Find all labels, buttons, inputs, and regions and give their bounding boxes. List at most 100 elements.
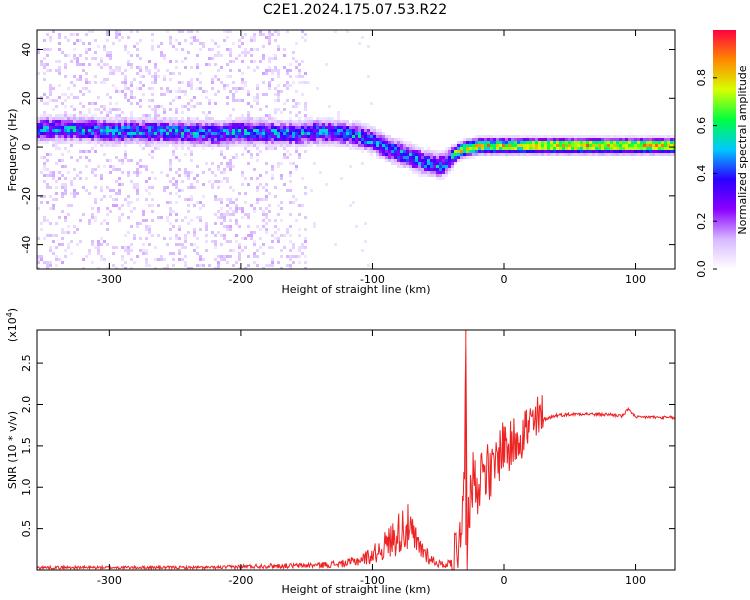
spectrogram-cell	[115, 114, 118, 117]
spectrogram-cell	[139, 249, 142, 252]
spectrogram-cell	[223, 132, 226, 135]
spectrogram-cell	[73, 135, 76, 138]
spectrogram-cell	[616, 147, 619, 150]
spectrogram-cell	[127, 171, 130, 174]
spectrogram-cell	[220, 255, 223, 258]
spectrogram-cell	[616, 153, 619, 156]
spectrogram-cell	[40, 171, 43, 174]
spectrogram-cell	[166, 126, 169, 129]
spectrogram-cell	[175, 237, 178, 240]
spectrogram-cell	[70, 60, 73, 63]
spectrogram-cell	[307, 123, 310, 126]
spectrogram-cell	[352, 123, 355, 126]
spectrogram-cell	[331, 144, 334, 147]
spectrogram-cell	[79, 135, 82, 138]
spectrogram-cell	[226, 48, 229, 51]
spectrogram-cell	[397, 141, 400, 144]
spectrogram-cell	[109, 132, 112, 135]
spectrogram-cell	[325, 120, 328, 123]
spectrogram-cell	[199, 141, 202, 144]
spectrogram-cell	[85, 150, 88, 153]
spectrogram-cell	[124, 198, 127, 201]
spectrogram-cell	[178, 168, 181, 171]
spectrogram-cell	[175, 108, 178, 111]
spectrogram-cell	[226, 198, 229, 201]
spectrogram-cell	[58, 132, 61, 135]
spectrogram-cell	[541, 153, 544, 156]
spectrogram-cell	[148, 114, 151, 117]
spectrogram-cell	[460, 156, 463, 159]
spectrogram-cell	[97, 63, 100, 66]
spectrogram-cell	[157, 141, 160, 144]
spectrogram-cell	[130, 258, 133, 261]
spectrogram-cell	[202, 141, 205, 144]
spectrogram-cell	[109, 69, 112, 72]
spectrogram-cell	[148, 132, 151, 135]
spectrogram-cell	[61, 135, 64, 138]
spectrogram-cell	[439, 156, 442, 159]
spectrogram-cell	[196, 54, 199, 57]
spectrogram-cell	[199, 207, 202, 210]
spectrogram-cell	[613, 144, 616, 147]
spectrogram-cell	[538, 150, 541, 153]
spectrogram-cell	[76, 138, 79, 141]
spectrogram-cell	[661, 135, 664, 138]
spectrogram-cell	[187, 210, 190, 213]
spectrogram-cell	[259, 30, 262, 33]
spectrogram-cell	[220, 66, 223, 69]
spectrogram-cell	[91, 171, 94, 174]
snr-panel: -300 -200 -100 0 100 0.51.01.52.02.5 Height …	[5, 308, 676, 596]
spectrogram-cell	[214, 75, 217, 78]
spectrogram-cell	[130, 90, 133, 93]
spectrogram-cell	[61, 228, 64, 231]
spectrogram-cell	[166, 201, 169, 204]
spectrogram-cell	[247, 114, 250, 117]
spectrogram-cell	[289, 111, 292, 114]
spectrogram-cell	[598, 138, 601, 141]
spectrogram-cell	[88, 219, 91, 222]
spectrogram-cell	[58, 48, 61, 51]
spectrogram-cell	[589, 138, 592, 141]
spectrogram-cell	[115, 168, 118, 171]
spectrogram-cell	[202, 132, 205, 135]
snr-series-line	[37, 330, 675, 570]
spectrogram-cell	[55, 132, 58, 135]
spectrogram-cell	[232, 60, 235, 63]
spectrogram-cell	[49, 249, 52, 252]
spectrogram-cell	[421, 156, 424, 159]
spectrogram-cell	[73, 84, 76, 87]
spectrogram-cell	[286, 84, 289, 87]
spectrogram-cell	[295, 198, 298, 201]
spectrogram-cell	[169, 165, 172, 168]
spectrogram-cell	[592, 150, 595, 153]
spectrogram-cell	[58, 258, 61, 261]
spectrogram-cell	[286, 141, 289, 144]
spectrogram-cell	[280, 174, 283, 177]
spectrogram-cell	[589, 141, 592, 144]
spectrogram-cell	[421, 147, 424, 150]
spectrogram-cell	[136, 225, 139, 228]
spectrogram-cell	[364, 123, 367, 126]
spectrogram-cell	[598, 141, 601, 144]
spectrogram-cell	[238, 246, 241, 249]
spectrogram-cell	[469, 138, 472, 141]
spectrogram-cell	[88, 30, 91, 33]
spectrogram-cell	[499, 141, 502, 144]
spectrogram-cell	[658, 153, 661, 156]
spectrogram-cell	[355, 126, 358, 129]
spectrogram-cell	[304, 105, 307, 108]
spectrogram-cell	[382, 147, 385, 150]
spectrogram-cell	[169, 168, 172, 171]
spectrogram-cell	[43, 93, 46, 96]
spectrogram-cell	[196, 102, 199, 105]
spectrogram-cell	[49, 114, 52, 117]
spectrogram-cell	[202, 183, 205, 186]
spectrogram-cell	[106, 114, 109, 117]
spectrogram-cell	[277, 162, 280, 165]
spectrogram-cell	[115, 141, 118, 144]
spectrogram-cell	[244, 33, 247, 36]
spectrogram-cell	[88, 81, 91, 84]
spectrogram-cell	[151, 75, 154, 78]
spectrogram-cell	[313, 222, 316, 225]
spectrogram-cell	[661, 141, 664, 144]
